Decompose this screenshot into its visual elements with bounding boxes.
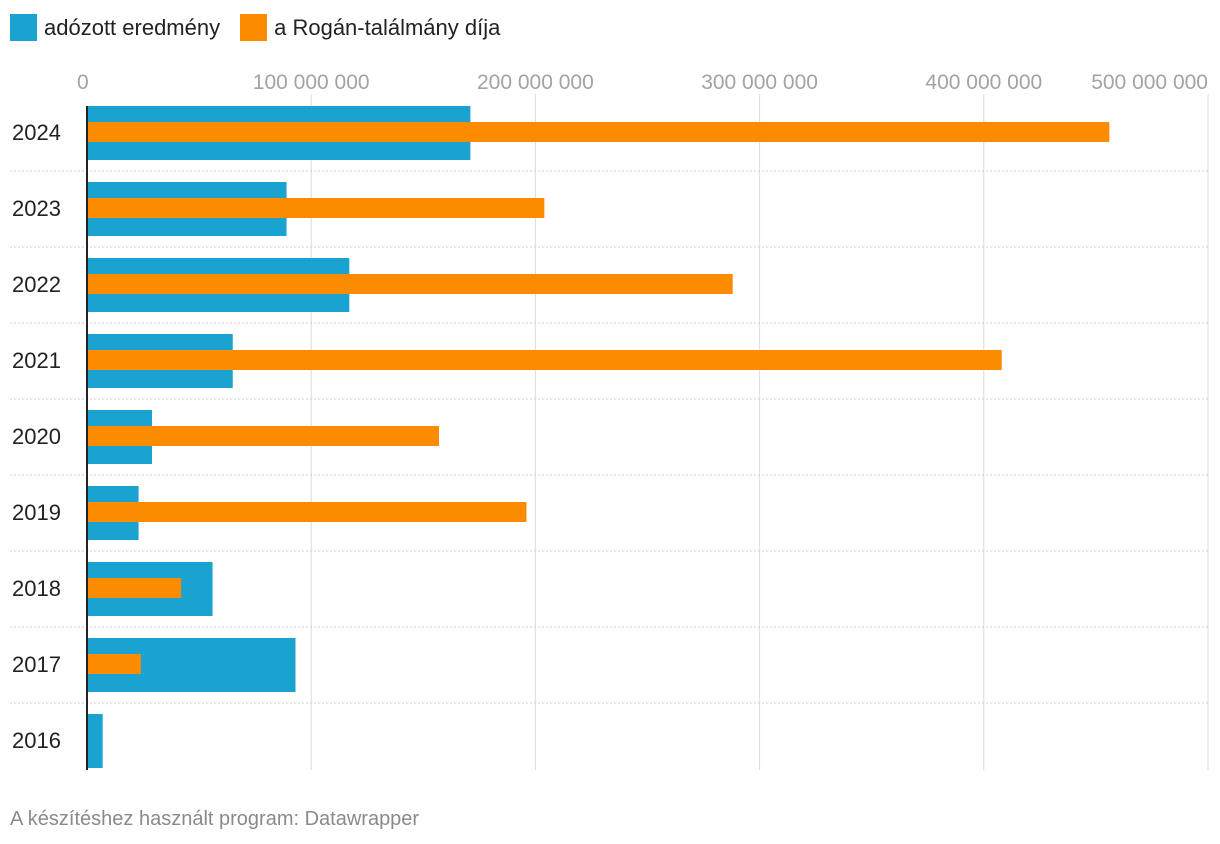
category-label-2022: 2022 bbox=[12, 272, 61, 297]
x-tick-label-1: 100 000 000 bbox=[253, 71, 370, 94]
legend-label-adozott: adózott eredmény bbox=[44, 14, 221, 40]
x-tick-label-2: 200 000 000 bbox=[477, 71, 594, 94]
category-label-2023: 2023 bbox=[12, 196, 61, 221]
bar-rogan-2021 bbox=[87, 350, 1002, 370]
legend-item-adozott: adózott eredmény bbox=[10, 14, 220, 41]
bar-chart: 0 100 000 000 200 000 000 300 000 000 400 00… bbox=[10, 71, 1210, 770]
category-label-2024: 2024 bbox=[12, 120, 61, 145]
legend-swatch-adozott bbox=[10, 14, 37, 41]
source-footer: A készítéshez használt program: Datawrap… bbox=[10, 808, 420, 830]
x-tick-label-0: 0 bbox=[77, 71, 89, 94]
bar-rogan-2024 bbox=[87, 122, 1110, 142]
x-tick-label-5: 500 000 000 bbox=[1091, 71, 1208, 94]
category-label-2020: 2020 bbox=[12, 424, 61, 449]
x-tick-label-4: 400 000 000 bbox=[925, 71, 1042, 94]
legend: adózott eredmény a Rogán-találmány díja bbox=[10, 14, 520, 41]
bar-rogan-2022 bbox=[87, 274, 733, 294]
legend-item-rogan: a Rogán-találmány díja bbox=[240, 14, 500, 41]
category-label-2018: 2018 bbox=[12, 576, 61, 601]
legend-swatch-rogan bbox=[240, 14, 268, 41]
category-label-2017: 2017 bbox=[12, 652, 61, 677]
bar-rogan-2023 bbox=[87, 198, 545, 218]
bar-rogan-2018 bbox=[87, 578, 182, 598]
category-label-2016: 2016 bbox=[12, 728, 61, 753]
category-label-2019: 2019 bbox=[12, 500, 61, 525]
bar-adozott-2016 bbox=[87, 714, 103, 768]
bar-rogan-2017 bbox=[87, 654, 141, 674]
bar-rogan-2020 bbox=[87, 426, 439, 446]
legend-label-rogan: a Rogán-találmány díja bbox=[274, 14, 501, 40]
category-label-2021: 2021 bbox=[12, 348, 61, 373]
bar-rogan-2019 bbox=[87, 502, 527, 522]
x-tick-label-3: 300 000 000 bbox=[701, 71, 818, 94]
